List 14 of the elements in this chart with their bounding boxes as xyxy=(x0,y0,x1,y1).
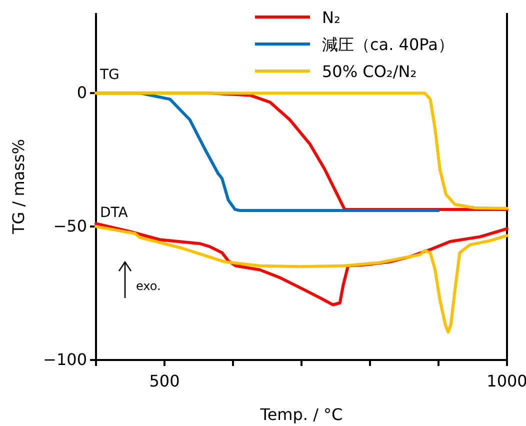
legend-label: N₂ xyxy=(322,8,340,27)
x-tick-label: 1000 xyxy=(486,372,526,391)
y-axis-title: TG / mass% xyxy=(9,139,28,235)
line-series xyxy=(94,225,508,334)
y-tick-label: −50 xyxy=(53,216,87,236)
annotation: DTA xyxy=(100,205,128,221)
annotation: exo. xyxy=(136,279,161,293)
y-tick-label: −100 xyxy=(43,350,87,370)
legend-label: 減圧（ca. 40Pa） xyxy=(322,35,454,54)
legend-label: 50% CO₂/N₂ xyxy=(322,62,417,81)
x-tick-label: 500 xyxy=(149,372,180,391)
y-tick-label: 0 xyxy=(76,83,87,102)
annotation: TG xyxy=(99,67,120,83)
x-axis-title: Temp. / °C xyxy=(259,405,343,424)
